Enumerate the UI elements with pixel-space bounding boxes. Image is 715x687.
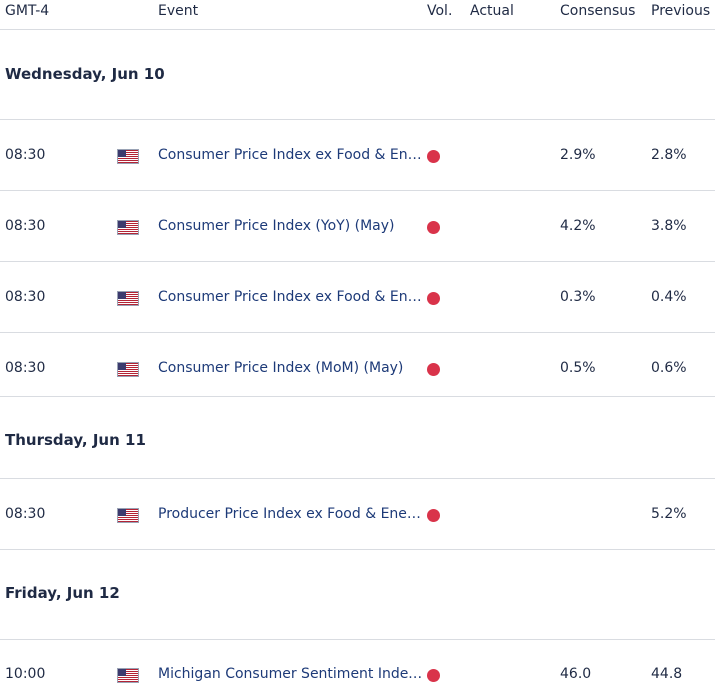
event-header: Event	[158, 3, 199, 19]
consensus-value: 0.5%	[560, 360, 596, 376]
volatility-header: Vol.	[427, 3, 453, 19]
consensus-value: 2.9%	[560, 147, 596, 163]
consensus-value: 4.2%	[560, 218, 596, 234]
event-name-link[interactable]: Consumer Price Index (MoM) (May)	[158, 360, 404, 376]
previous-value: 44.8	[651, 666, 683, 682]
event-time: 08:30	[5, 218, 46, 234]
table-row[interactable]: 08:30 Consumer Price Index (YoY) (May) 4…	[0, 191, 715, 262]
high-volatility-icon	[427, 292, 440, 305]
day-label: Thursday, Jun 11	[5, 431, 146, 449]
high-volatility-icon	[427, 363, 440, 376]
event-time: 08:30	[5, 147, 46, 163]
table-header: GMT-4 Event Vol. Actual Consensus Previo…	[0, 0, 715, 30]
table-row[interactable]: 08:30 Producer Price Index ex Food & Ene…	[0, 479, 715, 550]
timezone-header[interactable]: GMT-4	[5, 3, 50, 19]
day-header: Friday, Jun 12	[0, 550, 715, 640]
us-flag-icon	[117, 508, 139, 523]
event-name-link[interactable]: Consumer Price Index ex Food & Energy (M…	[158, 289, 424, 305]
day-label: Wednesday, Jun 10	[5, 65, 165, 83]
consensus-value: 46.0	[560, 666, 592, 682]
us-flag-icon	[117, 149, 139, 164]
high-volatility-icon	[427, 509, 440, 522]
actual-header: Actual	[470, 3, 514, 19]
event-name-link[interactable]: Producer Price Index ex Food & Energy (Y…	[158, 506, 424, 522]
us-flag-icon	[117, 291, 139, 306]
previous-value: 5.2%	[651, 506, 687, 522]
us-flag-icon	[117, 668, 139, 683]
consensus-header: Consensus	[560, 3, 636, 19]
previous-value: 0.6%	[651, 360, 687, 376]
event-time: 08:30	[5, 506, 46, 522]
day-label: Friday, Jun 12	[5, 584, 120, 602]
day-header: Wednesday, Jun 10	[0, 30, 715, 120]
previous-header: Previous	[651, 3, 711, 19]
previous-value: 0.4%	[651, 289, 687, 305]
previous-value: 2.8%	[651, 147, 687, 163]
day-header: Thursday, Jun 11	[0, 397, 715, 479]
event-time: 10:00	[5, 666, 46, 682]
table-row[interactable]: 08:30 Consumer Price Index (MoM) (May) 0…	[0, 333, 715, 397]
us-flag-icon	[117, 362, 139, 377]
consensus-value: 0.3%	[560, 289, 596, 305]
high-volatility-icon	[427, 150, 440, 163]
event-name-link[interactable]: Consumer Price Index ex Food & Energy (Y…	[158, 147, 424, 163]
high-volatility-icon	[427, 221, 440, 234]
table-row[interactable]: 10:00 Michigan Consumer Sentiment Index …	[0, 640, 715, 687]
table-row[interactable]: 08:30 Consumer Price Index ex Food & Ene…	[0, 120, 715, 191]
event-time: 08:30	[5, 360, 46, 376]
event-name-link[interactable]: Michigan Consumer Sentiment Index (Jun) …	[158, 666, 424, 682]
previous-value: 3.8%	[651, 218, 687, 234]
event-name-link[interactable]: Consumer Price Index (YoY) (May)	[158, 218, 395, 234]
table-row[interactable]: 08:30 Consumer Price Index ex Food & Ene…	[0, 262, 715, 333]
event-time: 08:30	[5, 289, 46, 305]
high-volatility-icon	[427, 669, 440, 682]
us-flag-icon	[117, 220, 139, 235]
